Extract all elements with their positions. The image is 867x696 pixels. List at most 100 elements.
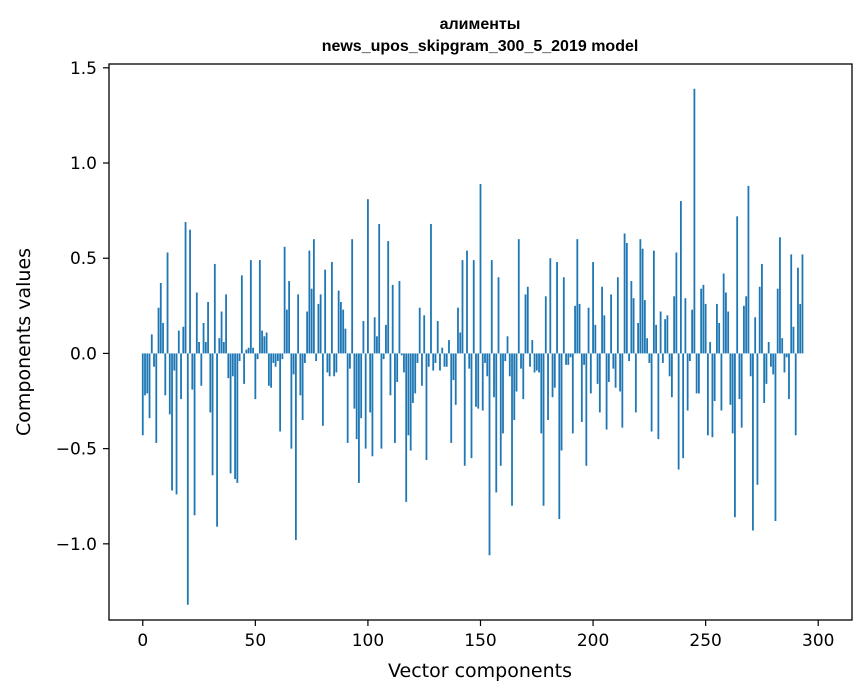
bar-174 [533, 353, 536, 373]
bar-115 [400, 353, 403, 356]
bar-35 [220, 311, 223, 354]
bar-75 [310, 288, 313, 354]
bar-21 [189, 229, 191, 354]
bar-107 [382, 353, 385, 360]
bar-142 [461, 260, 464, 354]
bar-139 [454, 353, 457, 405]
bar-260 [727, 311, 730, 354]
bar-243 [688, 353, 691, 362]
bars-group [141, 88, 804, 605]
bar-5 [153, 353, 155, 367]
bar-1 [144, 353, 146, 396]
bar-202 [596, 353, 599, 384]
bar-134 [443, 353, 446, 367]
bar-276 [763, 353, 766, 403]
bar-199 [589, 353, 592, 394]
bar-43 [238, 353, 241, 362]
bar-182 [551, 353, 554, 398]
bar-175 [535, 353, 538, 371]
bar-103 [373, 317, 376, 354]
bar-287 [788, 353, 790, 400]
bar-64 [285, 309, 288, 354]
bar-190 [569, 353, 572, 358]
bar-147 [472, 260, 475, 354]
bar-16 [177, 330, 180, 354]
bar-23 [193, 353, 196, 516]
bar-91 [346, 353, 349, 443]
bar-169 [522, 353, 525, 400]
bar-248 [700, 288, 703, 354]
bar-93 [351, 239, 354, 354]
bar-185 [558, 353, 561, 520]
bar-44 [240, 275, 243, 354]
bar-246 [695, 353, 698, 394]
bar-154 [488, 353, 491, 556]
bar-58 [272, 353, 275, 363]
bar-292 [799, 303, 802, 354]
bar-290 [794, 353, 797, 436]
bar-240 [682, 353, 685, 459]
bar-219 [634, 353, 637, 413]
bar-165 [513, 353, 516, 421]
bar-153 [486, 353, 489, 377]
bar-54 [263, 336, 266, 354]
bar-255 [716, 303, 718, 354]
y-axis-label: Components values [13, 248, 35, 436]
bar-211 [616, 277, 619, 354]
bar-125 [423, 315, 426, 354]
bar-173 [531, 340, 534, 354]
bar-72 [303, 353, 306, 363]
bar-97 [360, 353, 363, 419]
bar-45 [243, 353, 245, 384]
bar-4 [150, 334, 153, 354]
bar-231 [661, 353, 664, 363]
bar-228 [655, 324, 658, 354]
bar-94 [353, 353, 356, 409]
bar-131 [436, 321, 439, 354]
bar-179 [544, 296, 547, 354]
bar-56 [267, 353, 270, 386]
bar-0 [141, 353, 144, 436]
bar-67 [292, 353, 295, 375]
bar-18 [182, 326, 185, 354]
bar-245 [693, 88, 696, 354]
x-tick-label: 150 [464, 631, 496, 651]
bar-171 [526, 286, 529, 354]
bar-84 [331, 262, 333, 354]
bar-277 [765, 353, 768, 384]
bar-136 [448, 340, 450, 354]
bar-80 [321, 353, 324, 426]
bar-193 [576, 239, 579, 354]
bar-288 [790, 254, 793, 354]
y-tick-label: 0.5 [70, 249, 97, 269]
bar-39 [229, 353, 232, 474]
bar-65 [288, 281, 291, 354]
bar-239 [679, 201, 682, 354]
bar-281 [774, 353, 777, 521]
bar-124 [421, 353, 423, 386]
y-tick-label: −0.5 [56, 440, 97, 460]
x-tick-label: 300 [802, 631, 834, 651]
bar-271 [752, 353, 754, 531]
bar-198 [587, 307, 590, 354]
bar-251 [707, 353, 709, 436]
bar-27 [202, 322, 205, 354]
bar-184 [556, 262, 558, 354]
bar-180 [547, 353, 549, 421]
bar-215 [625, 242, 628, 354]
bar-34 [218, 338, 221, 354]
bar-17 [180, 353, 182, 400]
bar-36 [222, 342, 225, 354]
bar-112 [394, 353, 396, 443]
bar-152 [484, 353, 486, 363]
bar-191 [571, 353, 574, 434]
bar-146 [470, 353, 473, 459]
bar-224 [646, 338, 649, 354]
bar-110 [389, 353, 392, 396]
bar-164 [511, 353, 513, 506]
bar-162 [506, 336, 509, 354]
bar-210 [614, 353, 617, 388]
bar-204 [601, 286, 603, 354]
bar-234 [668, 353, 671, 377]
bar-53 [261, 330, 263, 354]
